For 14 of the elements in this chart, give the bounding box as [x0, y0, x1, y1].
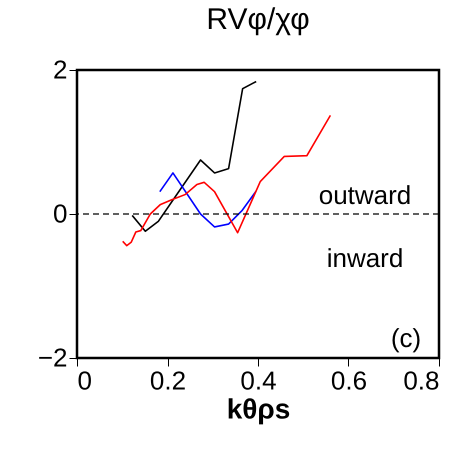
x-tick-label: 0.8 — [403, 366, 440, 396]
chart-title: RVφ/χφ — [206, 3, 310, 36]
annotation: (c) — [390, 323, 422, 353]
y-tick-label: 2 — [53, 54, 68, 84]
x-tick-label: 0 — [78, 366, 92, 396]
x-axis-title: kθρs — [226, 394, 290, 424]
y-tick-label: −2 — [38, 342, 68, 372]
line-series — [159, 172, 257, 228]
annotation: outward — [318, 180, 412, 210]
x-tick-label: 0.6 — [330, 366, 368, 396]
annotation: inward — [326, 243, 404, 273]
y-tick-label: 0 — [53, 198, 68, 228]
x-tick-label: 0.2 — [150, 366, 186, 396]
x-tick-label: 0.4 — [240, 366, 277, 396]
